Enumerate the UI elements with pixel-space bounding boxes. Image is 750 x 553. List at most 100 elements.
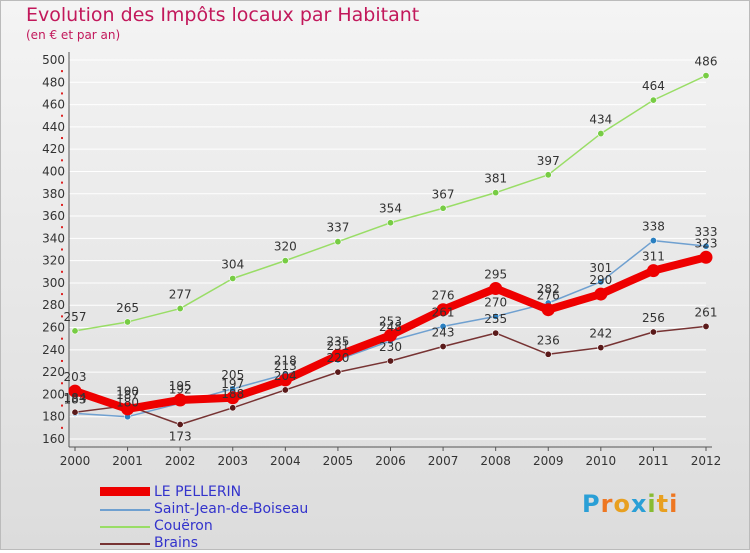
data-label-coueron: 486 bbox=[695, 55, 718, 69]
logo-letter: P bbox=[582, 490, 601, 518]
data-point-coueron bbox=[702, 72, 710, 80]
data-label-coueron: 354 bbox=[379, 202, 402, 216]
chart-subtitle: (en € et par an) bbox=[26, 28, 121, 42]
data-label-coueron: 277 bbox=[169, 288, 192, 302]
data-label-le-pellerin: 235 bbox=[326, 334, 349, 348]
y-tick-label: 280 bbox=[42, 298, 65, 312]
y-tick-label: 320 bbox=[42, 254, 65, 268]
data-point-le-pellerin bbox=[226, 391, 240, 405]
data-label-brains: 255 bbox=[484, 312, 507, 326]
y-tick-label: 460 bbox=[42, 98, 65, 112]
logo-letter: t bbox=[656, 490, 670, 518]
data-label-saint-jean-de-boiseau: 282 bbox=[537, 282, 560, 296]
data-label-le-pellerin: 290 bbox=[589, 273, 612, 287]
data-point-le-pellerin bbox=[541, 303, 555, 317]
data-point-saint-jean-de-boiseau bbox=[439, 322, 447, 330]
data-label-coueron: 304 bbox=[221, 257, 244, 271]
data-label-coueron: 367 bbox=[432, 187, 455, 201]
data-point-brains bbox=[386, 357, 394, 365]
data-point-coueron bbox=[649, 96, 657, 104]
data-label-le-pellerin: 195 bbox=[169, 379, 192, 393]
data-label-brains: 173 bbox=[169, 430, 192, 444]
logo-letter: x bbox=[630, 490, 648, 518]
data-label-saint-jean-de-boiseau: 248 bbox=[379, 320, 402, 334]
data-label-coueron: 257 bbox=[64, 310, 87, 324]
x-tick-label: 2002 bbox=[165, 454, 196, 468]
legend-label: Couëron bbox=[154, 518, 213, 534]
x-tick-label: 2012 bbox=[691, 454, 722, 468]
data-point-coueron bbox=[597, 130, 605, 138]
x-tick-label: 2007 bbox=[428, 454, 459, 468]
data-label-le-pellerin: 197 bbox=[221, 377, 244, 391]
data-point-coueron bbox=[334, 238, 342, 246]
y-tick-label: 420 bbox=[42, 142, 65, 156]
data-label-le-pellerin: 295 bbox=[484, 268, 507, 282]
y-tick-label: 340 bbox=[42, 231, 65, 245]
data-label-brains: 220 bbox=[326, 351, 349, 365]
data-label-saint-jean-de-boiseau: 301 bbox=[589, 261, 612, 275]
data-label-coueron: 464 bbox=[642, 79, 665, 93]
data-label-brains: 242 bbox=[589, 327, 612, 341]
data-label-saint-jean-de-boiseau: 333 bbox=[695, 225, 718, 239]
data-label-le-pellerin: 311 bbox=[642, 250, 665, 264]
data-point-saint-jean-de-boiseau bbox=[702, 242, 710, 250]
data-label-saint-jean-de-boiseau: 205 bbox=[221, 368, 244, 382]
data-point-coueron bbox=[176, 305, 184, 313]
y-tick-label: 180 bbox=[42, 410, 65, 424]
data-point-saint-jean-de-boiseau bbox=[492, 312, 500, 320]
data-point-le-pellerin bbox=[699, 250, 713, 264]
y-tick-label: 400 bbox=[42, 164, 65, 178]
y-tick-label: 200 bbox=[42, 387, 65, 401]
data-point-brains bbox=[492, 329, 500, 337]
x-tick-label: 2006 bbox=[375, 454, 406, 468]
legend-swatch bbox=[100, 487, 150, 496]
x-tick-label: 2008 bbox=[480, 454, 511, 468]
data-label-coueron: 265 bbox=[116, 301, 139, 315]
x-tick-label: 2003 bbox=[217, 454, 248, 468]
data-label-coueron: 337 bbox=[326, 221, 349, 235]
data-label-brains: 188 bbox=[221, 387, 244, 401]
data-point-coueron bbox=[229, 274, 237, 282]
data-point-brains bbox=[176, 421, 184, 429]
y-tick-label: 440 bbox=[42, 120, 65, 134]
y-tick-label: 360 bbox=[42, 209, 65, 223]
data-label-le-pellerin: 213 bbox=[274, 359, 297, 373]
x-tick-label: 2001 bbox=[112, 454, 143, 468]
data-label-brains: 236 bbox=[537, 333, 560, 347]
data-label-brains: 230 bbox=[379, 340, 402, 354]
data-label-brains: 261 bbox=[695, 305, 718, 319]
data-point-brains bbox=[597, 344, 605, 352]
y-tick-label: 240 bbox=[42, 343, 65, 357]
data-point-le-pellerin bbox=[646, 264, 660, 278]
x-tick-label: 2000 bbox=[60, 454, 91, 468]
data-point-brains bbox=[649, 328, 657, 336]
data-point-saint-jean-de-boiseau bbox=[597, 278, 605, 286]
data-point-le-pellerin bbox=[173, 393, 187, 407]
data-label-le-pellerin: 253 bbox=[379, 314, 402, 328]
data-label-brains: 190 bbox=[116, 385, 139, 399]
y-tick-label: 480 bbox=[42, 75, 65, 89]
series-group bbox=[68, 72, 713, 429]
legend-swatch bbox=[100, 526, 150, 528]
data-point-le-pellerin bbox=[68, 384, 82, 398]
data-label-saint-jean-de-boiseau: 192 bbox=[169, 382, 192, 396]
x-tick-label: 2004 bbox=[270, 454, 301, 468]
y-tick-label: 220 bbox=[42, 365, 65, 379]
data-point-coueron bbox=[281, 257, 289, 265]
data-label-coueron: 381 bbox=[484, 172, 507, 186]
legend-label: LE PELLERIN bbox=[154, 484, 242, 500]
data-point-le-pellerin bbox=[436, 303, 450, 317]
legend-label: Brains bbox=[154, 535, 198, 551]
data-label-coueron: 320 bbox=[274, 240, 297, 254]
data-label-saint-jean-de-boiseau: 218 bbox=[274, 353, 297, 367]
data-label-saint-jean-de-boiseau: 270 bbox=[484, 295, 507, 309]
data-label-saint-jean-de-boiseau: 338 bbox=[642, 220, 665, 234]
data-point-le-pellerin bbox=[331, 348, 345, 362]
data-label-brains: 243 bbox=[432, 325, 455, 339]
x-tick-label: 2009 bbox=[533, 454, 564, 468]
data-point-brains bbox=[544, 350, 552, 358]
data-point-le-pellerin bbox=[121, 402, 135, 416]
data-label-coueron: 397 bbox=[537, 154, 560, 168]
data-point-brains bbox=[229, 404, 237, 412]
